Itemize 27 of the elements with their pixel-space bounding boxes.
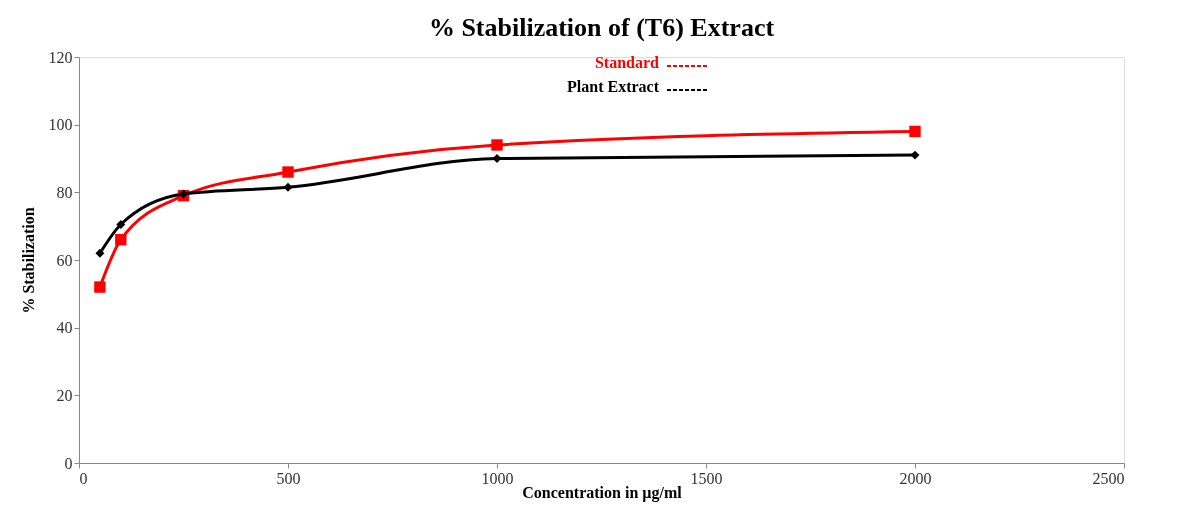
point: [95, 248, 105, 258]
point: [491, 139, 503, 151]
point: [910, 150, 920, 160]
y-tick-label: 120: [48, 48, 73, 66]
x-tick-label: 500: [276, 469, 301, 487]
x-axis-title: Concentration in µg/ml: [522, 483, 683, 502]
point: [282, 166, 294, 178]
point: [283, 182, 293, 192]
y-axis-title: % Stabilization: [19, 207, 37, 314]
x-tick-label: 2500: [1092, 469, 1125, 487]
legend-label: Plant Extract: [567, 78, 660, 95]
y-tick-label: 40: [56, 319, 73, 337]
legend-label: Standard: [594, 54, 660, 71]
x-tick-label: 2000: [899, 469, 932, 487]
y-tick-label: 100: [48, 116, 73, 134]
point: [94, 281, 106, 293]
point: [115, 234, 127, 246]
y-tick-label: 80: [56, 183, 73, 201]
x-tick-label: 1500: [690, 469, 723, 487]
y-tick-label: 60: [56, 251, 73, 269]
y-tick-label: 20: [56, 386, 73, 404]
x-tick-label: 1000: [481, 469, 514, 487]
point: [909, 125, 921, 138]
chart-title: % Stabilization of (T6) Extract: [428, 13, 775, 42]
point: [116, 220, 126, 229]
y-tick-label: 0: [64, 454, 73, 472]
x-tick-label: 0: [79, 469, 88, 487]
